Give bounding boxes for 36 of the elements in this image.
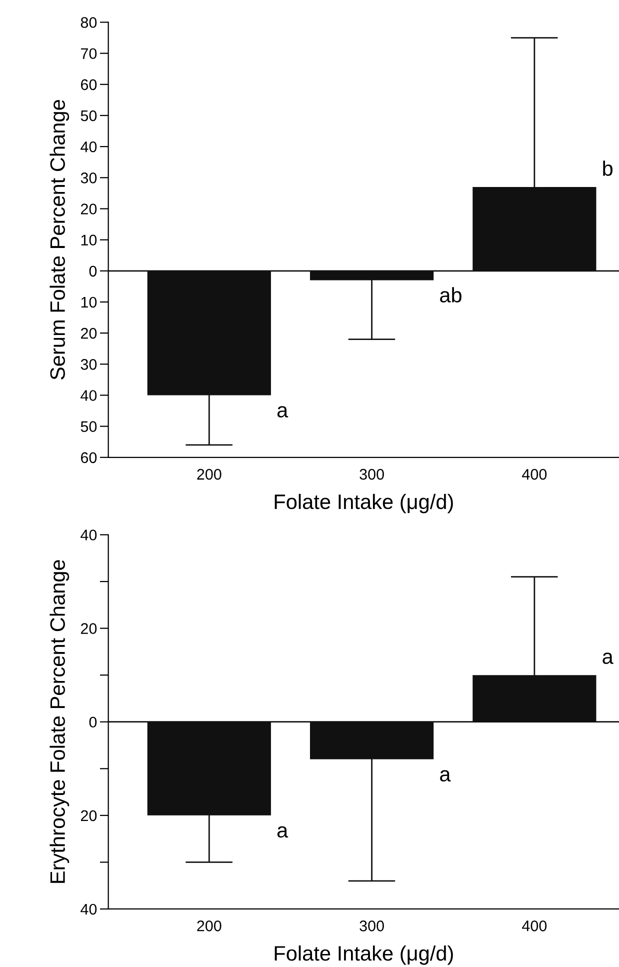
x-tick-label: 300 bbox=[360, 468, 384, 480]
x-axis-title: Folate Intake (μg/d) bbox=[274, 494, 453, 514]
y-tick-label: 20 bbox=[80, 204, 97, 214]
annotation: a bbox=[440, 770, 451, 782]
y-tick-label: 10 bbox=[81, 234, 97, 246]
x-tick-label: 400 bbox=[522, 468, 547, 480]
y-tick-label: 70 bbox=[81, 48, 97, 60]
y-axis-title: Erythrocyte Folate Percent Change bbox=[50, 560, 70, 883]
y-tick-label: 20 bbox=[80, 623, 97, 634]
y-tick-label: 30 bbox=[80, 172, 97, 184]
y-tick-label: 40 bbox=[80, 530, 97, 540]
y-tick-label: 10 bbox=[81, 296, 97, 308]
y-tick-label: 20 bbox=[80, 810, 97, 822]
y-axis-title: Serum Folate Percent Change bbox=[50, 100, 70, 380]
y-tick-label: 20 bbox=[80, 328, 97, 339]
annotation: a bbox=[602, 652, 614, 664]
y-tick-label: 50 bbox=[80, 421, 97, 432]
x-axis-title: Folate Intake (μg/d) bbox=[274, 945, 453, 965]
annotation: ab bbox=[440, 287, 462, 302]
x-tick-label: 300 bbox=[360, 920, 384, 932]
y-tick-label: 40 bbox=[80, 141, 97, 152]
y-tick-label: 40 bbox=[80, 904, 97, 915]
y-tick-label: 80 bbox=[80, 17, 97, 28]
annotation: a bbox=[277, 406, 288, 418]
annotation: b bbox=[603, 160, 612, 176]
y-tick-label: 30 bbox=[80, 359, 97, 370]
y-tick-label: 0 bbox=[89, 266, 97, 277]
y-tick-label: 50 bbox=[80, 110, 97, 122]
x-tick-label: 400 bbox=[522, 920, 547, 932]
x-tick-label: 200 bbox=[197, 468, 222, 480]
y-tick-label: 60 bbox=[81, 79, 97, 90]
y-tick-label: 0 bbox=[89, 716, 97, 728]
y-tick-label: 40 bbox=[80, 390, 97, 401]
y-tick-label: 60 bbox=[81, 452, 97, 464]
annotation: a bbox=[277, 826, 288, 838]
x-tick-label: 200 bbox=[197, 920, 222, 932]
